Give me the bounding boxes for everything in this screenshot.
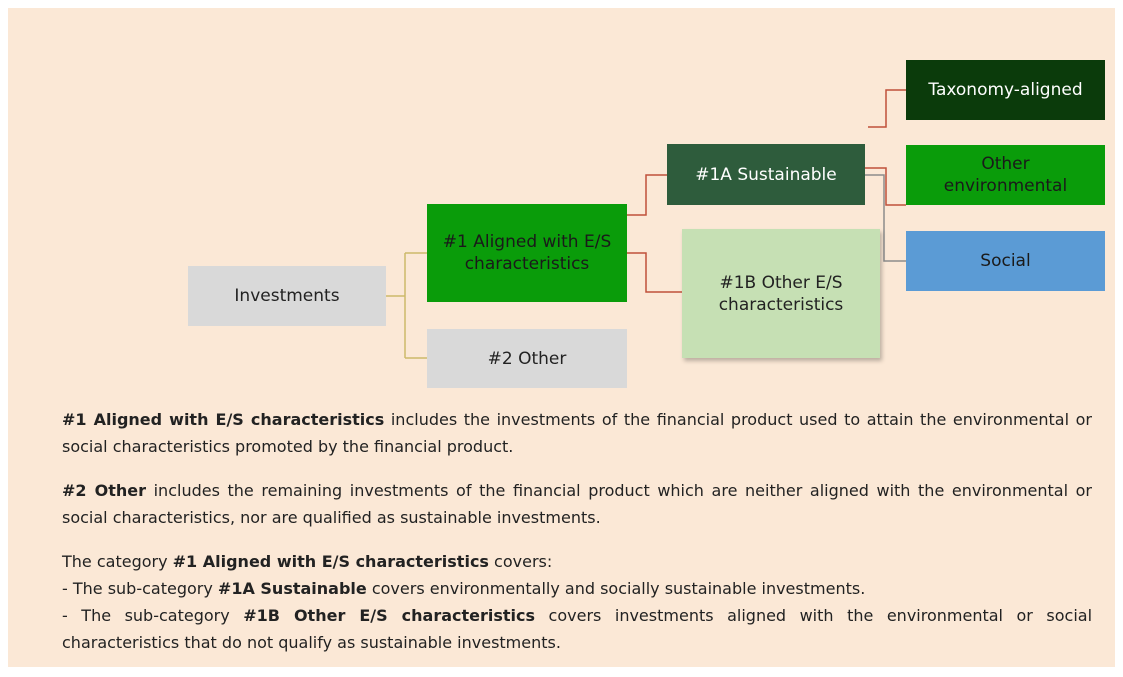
text-line: - The sub-category #1A Sustainable cover… (62, 575, 1092, 602)
connector (386, 252, 427, 359)
node: #1 Aligned with E/S characteristics (427, 204, 627, 302)
text: covers environmentally and socially sust… (366, 579, 866, 598)
text: - The sub-category (62, 606, 244, 625)
connector (865, 174, 906, 262)
node: Social (906, 231, 1105, 291)
text-line: #2 Other includes the remaining investme… (62, 477, 1092, 531)
node: #2 Other (427, 329, 627, 388)
text: - The sub-category (62, 579, 218, 598)
text-line: - The sub-category #1B Other E/S charact… (62, 602, 1092, 656)
bold-text: #1 Aligned with E/S characteristics (172, 552, 489, 571)
node: Investments (188, 266, 386, 326)
text: includes the remaining investments of th… (62, 481, 1093, 527)
text-line: #1 Aligned with E/S characteristics incl… (62, 406, 1092, 460)
text-line: The category #1 Aligned with E/S charact… (62, 548, 1092, 575)
text: The category (62, 552, 173, 571)
node: Other environmental (906, 145, 1105, 205)
bold-text: #1B Other E/S characteristics (243, 606, 536, 625)
connector (627, 174, 682, 293)
explanation: #1 Aligned with E/S characteristics incl… (62, 406, 1092, 673)
node: #1A Sustainable (667, 144, 865, 205)
connector (865, 89, 906, 206)
bold-text: #1A Sustainable (217, 579, 367, 598)
text: covers investments aligned with the envi… (62, 606, 1093, 652)
paragraph: The category #1 Aligned with E/S charact… (62, 548, 1092, 656)
text: includes the investments of the financia… (62, 410, 1092, 456)
bold-text: #2 Other (62, 481, 147, 500)
node: #1B Other E/S characteristics (682, 229, 880, 358)
text: covers: (488, 552, 553, 571)
paragraph: #2 Other includes the remaining investme… (62, 477, 1092, 531)
node: Taxonomy-aligned (906, 60, 1105, 120)
bold-text: #1 Aligned with E/S characteristics (62, 410, 385, 429)
paragraph: #1 Aligned with E/S characteristics incl… (62, 406, 1092, 460)
